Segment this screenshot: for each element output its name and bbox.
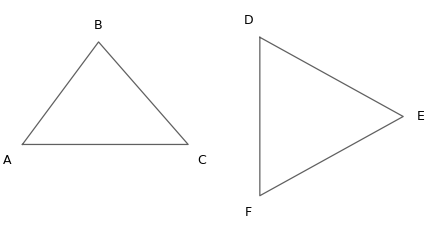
Text: E: E: [417, 110, 425, 123]
Text: B: B: [94, 19, 103, 32]
Text: D: D: [244, 14, 254, 27]
Text: A: A: [3, 154, 11, 167]
Text: F: F: [245, 206, 252, 219]
Text: C: C: [197, 154, 206, 167]
